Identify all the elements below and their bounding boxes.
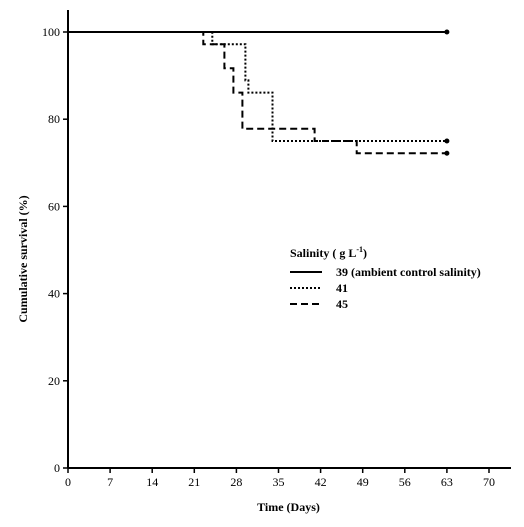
x-tick-label: 14	[146, 475, 158, 489]
y-tick-label: 60	[48, 199, 60, 213]
x-tick-label: 63	[441, 475, 453, 489]
legend-title: Salinity ( g L-1)	[290, 245, 367, 260]
x-axis-title: Time (Days)	[257, 500, 320, 514]
x-tick-label: 49	[357, 475, 369, 489]
x-tick-label: 70	[483, 475, 495, 489]
x-tick-label: 0	[65, 475, 71, 489]
y-tick-label: 20	[48, 374, 60, 388]
x-tick-label: 56	[399, 475, 411, 489]
y-axis-title: Cumulative survival (%)	[16, 195, 30, 322]
y-tick-label: 100	[42, 25, 60, 39]
x-tick-label: 28	[230, 475, 242, 489]
x-tick-label: 7	[107, 475, 113, 489]
legend: Salinity ( g L-1) 39 (ambient control sal…	[290, 245, 481, 311]
series-end-point-39	[444, 29, 450, 35]
legend-label-41: 41	[336, 281, 348, 295]
x-tick-label: 21	[188, 475, 200, 489]
series-end-point-45	[444, 150, 450, 156]
y-tick-label: 40	[48, 287, 60, 301]
y-tick-label: 80	[48, 112, 60, 126]
x-tick-label: 35	[273, 475, 285, 489]
x-tick-label: 42	[315, 475, 327, 489]
legend-label-45: 45	[336, 297, 348, 311]
plot-lines	[68, 29, 450, 156]
legend-label-39: 39 (ambient control salinity)	[336, 265, 481, 279]
axes: 0 20 40 60 80 100 0 7 14 21 28 35 42 49 56 63 70 Time (Da…	[16, 10, 511, 514]
series-line-41	[68, 31, 447, 142]
series-line-45	[68, 31, 447, 155]
series-end-point-41	[444, 138, 450, 144]
y-tick-label: 0	[54, 461, 60, 475]
